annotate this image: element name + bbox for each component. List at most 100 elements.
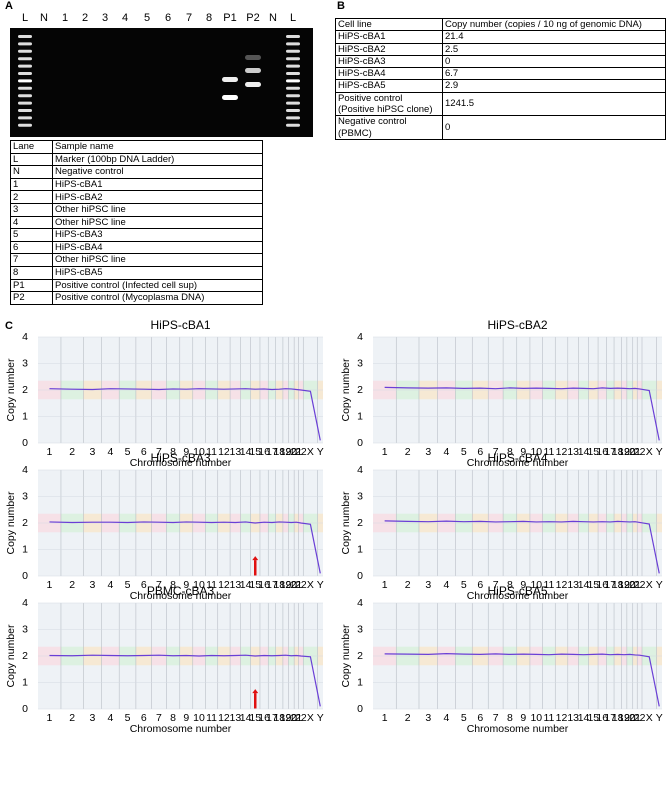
lane-label: L [290,12,296,24]
table-cell: HiPS-cBA1 [52,177,263,192]
x-tick-label: 2 [69,579,75,591]
chart-title: HiPS-cBA2 [487,318,547,332]
x-tick-label: 11 [206,712,217,724]
copy-number-line [384,386,660,441]
x-tick-label: 2 [69,712,75,724]
x-tick-label: 17 [604,712,616,724]
x-tick-label: 22 [295,446,307,458]
table-cell: 8 [10,265,53,280]
chart-title: HiPS-cBA3 [150,451,210,465]
y-tick-label: 0 [357,703,363,715]
x-tick-label: 6 [477,712,483,724]
table-cell: P1 [10,278,53,293]
x-tick-label: 18 [612,712,624,724]
ladder-band [286,109,300,112]
table-cell: 7 [10,253,53,267]
y-tick-label: 3 [22,623,28,635]
lane-label: 8 [206,12,212,24]
x-tick-label: 5 [125,446,131,458]
table-cell: Lane [10,140,53,154]
x-tick-label: 20 [624,712,636,724]
x-tick-label: 9 [183,712,189,724]
lane-label: 1 [62,12,68,24]
x-tick-label: 17 [266,579,278,591]
y-tick-label: 3 [357,490,363,502]
x-tick-label: 22 [634,579,646,591]
lane-label: L [22,12,28,24]
table-cell: 0 [442,54,666,69]
x-tick-label: 12 [218,712,230,724]
ladder-band [18,101,32,105]
x-tick-label: 14 [578,579,590,591]
x-tick-label: 6 [477,446,483,458]
lane-label: 2 [82,12,88,24]
x-tick-label: X [646,446,653,458]
x-tick-label: 20 [285,712,297,724]
y-tick-label: 0 [22,570,28,582]
ladder-band [286,72,300,75]
x-axis-label: Chromosome number [467,590,569,602]
ladder-band [286,116,300,120]
x-tick-label: 7 [156,579,162,591]
table-cell: Other hiPSC line [52,202,263,217]
x-tick-label: 19 [280,712,292,724]
y-tick-label: 0 [22,437,28,449]
x-tick-label: 2 [69,446,75,458]
y-tick-label: 2 [357,517,363,529]
x-tick-label: 14 [240,712,252,724]
x-tick-label: 15 [587,446,599,458]
x-tick-label: 21 [629,446,641,458]
x-tick-label: 18 [612,579,624,591]
x-axis-label: Chromosome number [130,590,232,602]
x-tick-label: 1 [47,579,53,591]
lane-label: N [40,12,48,24]
x-tick-label: 14 [578,712,590,724]
x-tick-label: Y [317,579,324,591]
table-cell: L [10,152,53,167]
table-cell: Negative control (PBMC) [335,115,443,140]
y-axis-label: Copy number [5,624,17,688]
y-tick-label: 4 [357,597,363,609]
table-cell: HiPS-cBA4 [52,240,263,255]
copy-number-line [49,654,321,707]
x-tick-label: 8 [507,579,513,591]
x-tick-label: 13 [230,579,242,591]
x-tick-label: 11 [543,712,554,724]
x-tick-label: 20 [285,579,297,591]
x-tick-label: 12 [218,579,230,591]
chart-title: HiPS-cBA4 [487,451,547,465]
gel-band [245,82,261,87]
x-tick-label: X [646,579,653,591]
table-cell: 2.9 [442,79,666,93]
ladder-band [18,64,32,68]
x-tick-label: Y [656,712,663,724]
table-cell: Marker (100bp DNA Ladder) [52,152,263,167]
table-cell: 0 [442,115,666,140]
ladder-band [18,123,32,127]
x-tick-label: 22 [634,712,646,724]
copy-number-line [49,388,321,441]
table-cell: Copy number (copies / 10 ng of genomic D… [442,17,666,32]
chart-title: HiPS-cBA5 [487,584,547,598]
ladder-band [18,86,32,90]
y-tick-label: 0 [357,437,363,449]
x-tick-label: 13 [567,446,579,458]
x-tick-label: 3 [425,579,431,591]
panel-label: B [337,0,345,12]
x-tick-label: 4 [443,446,449,458]
x-tick-label: X [307,579,314,591]
table-cell: Positive control (Positive hiPSC clone) [335,91,443,117]
x-tick-label: 22 [295,712,307,724]
ladder-band [286,57,300,61]
ladder-band [18,35,32,38]
gel-band [245,68,261,73]
x-axis-label: Chromosome number [130,723,232,735]
x-tick-label: 5 [461,446,467,458]
copy-number-line [384,653,660,707]
gel-band [222,95,238,100]
x-tick-label: 7 [156,712,162,724]
